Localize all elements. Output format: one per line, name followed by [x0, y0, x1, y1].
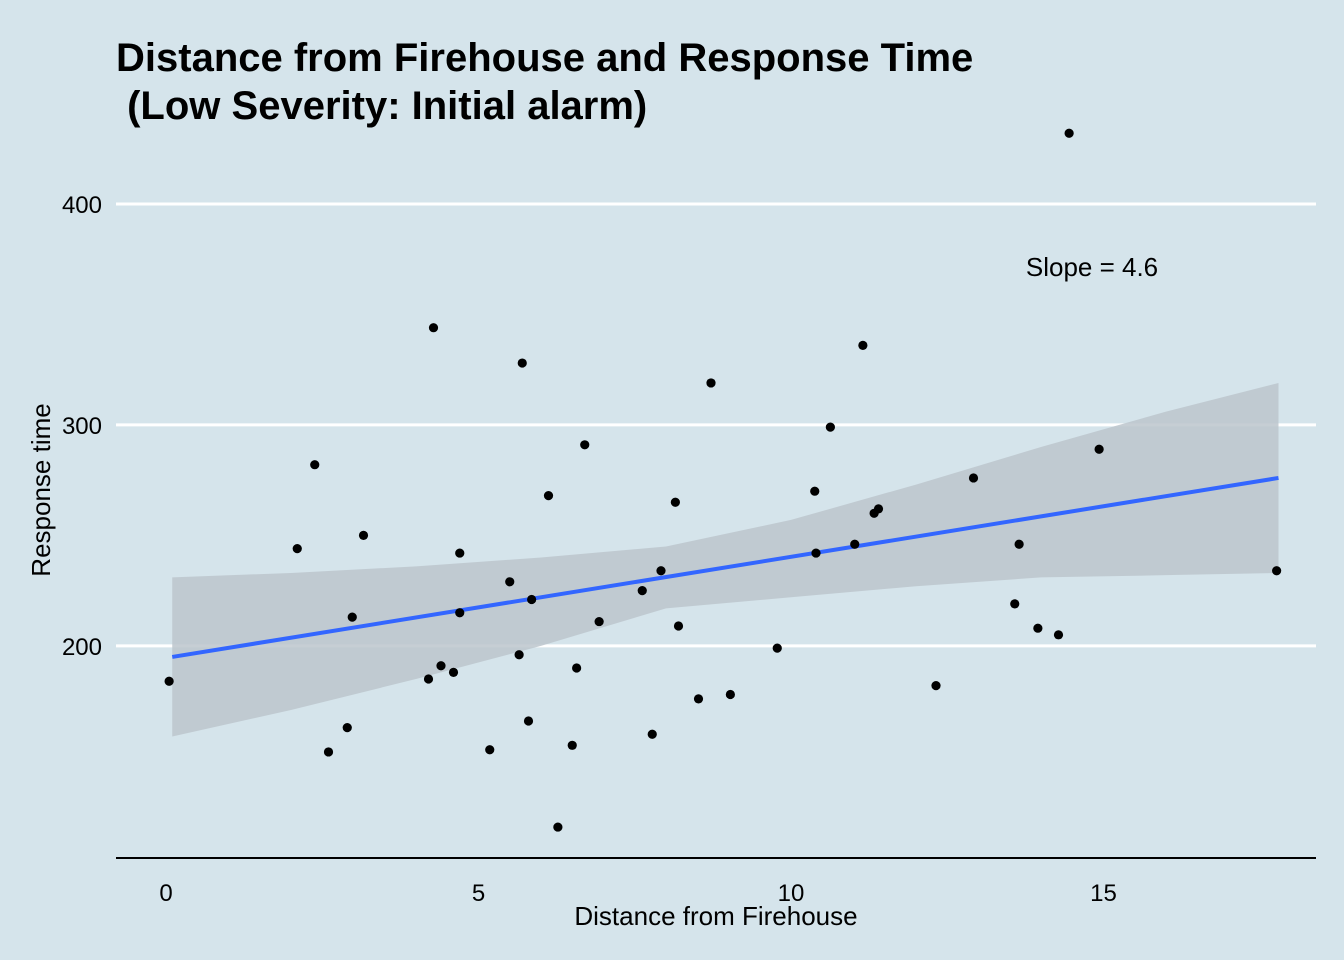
data-point-36	[825, 422, 835, 432]
data-point-31	[706, 378, 716, 388]
data-point-10	[448, 667, 459, 677]
data-point-15	[514, 650, 524, 660]
data-point-13	[485, 745, 495, 755]
regression-line	[171, 475, 1279, 659]
data-point-27	[656, 566, 666, 576]
data-point-20	[553, 822, 563, 832]
data-point-34	[810, 486, 820, 496]
x-axis-label: Distance from Firehouse	[574, 901, 857, 931]
data-point-16	[517, 358, 527, 368]
data-point-32	[725, 689, 735, 700]
y-axis-label: Response time	[26, 403, 56, 576]
data-point-44	[1014, 539, 1024, 549]
data-point-47	[1064, 128, 1074, 138]
data-point-38	[858, 340, 868, 350]
title-line-1: Distance from Firehouse and Response Tim…	[116, 36, 974, 80]
y-tick-labels: 200 300 400	[62, 192, 102, 661]
data-point-40	[873, 504, 884, 514]
data-point-26	[647, 729, 657, 739]
data-point-5	[347, 612, 357, 622]
data-point-2	[310, 460, 320, 470]
data-point-24	[594, 616, 604, 627]
data-point-29	[673, 621, 684, 631]
data-point-23	[580, 440, 590, 450]
data-point-14	[505, 577, 515, 587]
data-point-17	[523, 716, 534, 726]
data-point-1	[292, 544, 302, 554]
data-point-28	[670, 497, 680, 507]
data-point-30	[693, 694, 704, 704]
x-tick-labels: 0 5 10 15	[159, 880, 1117, 907]
data-point-19	[543, 491, 554, 501]
y-tick-label-300: 300	[62, 413, 102, 440]
x-tick-label-10: 10	[778, 880, 805, 907]
data-point-22	[572, 663, 582, 673]
y-tick-label-200: 200	[62, 634, 102, 661]
data-points	[164, 128, 1282, 832]
data-point-4	[342, 723, 352, 733]
data-point-46	[1053, 630, 1064, 640]
data-point-18	[527, 594, 537, 605]
data-point-45	[1033, 623, 1043, 633]
data-point-9	[436, 661, 446, 671]
data-point-49	[1272, 566, 1282, 576]
x-tick-label-0: 0	[159, 880, 172, 907]
data-point-6	[358, 530, 369, 541]
data-point-0	[164, 676, 174, 686]
slope-annotation: Slope = 4.6	[1026, 252, 1158, 282]
data-point-21	[567, 740, 577, 750]
data-point-42	[968, 473, 979, 483]
data-point-41	[931, 681, 941, 691]
chart-title: Distance from Firehouse and Response Tim…	[116, 34, 973, 130]
data-point-48	[1094, 444, 1104, 454]
data-point-35	[811, 548, 821, 558]
data-point-43	[1010, 599, 1020, 609]
x-tick-label-5: 5	[472, 880, 485, 907]
x-tick-label-15: 15	[1090, 880, 1117, 907]
data-point-37	[850, 539, 860, 549]
data-point-3	[323, 747, 334, 757]
y-tick-label-400: 400	[62, 192, 102, 219]
title-line-2: (Low Severity: Initial alarm)	[116, 84, 648, 128]
confidence-band	[172, 382, 1279, 737]
data-point-33	[772, 643, 782, 653]
data-point-7	[423, 674, 434, 684]
data-point-25	[637, 586, 647, 596]
data-point-11	[455, 548, 465, 558]
data-point-8	[428, 323, 439, 333]
data-point-12	[455, 608, 465, 618]
